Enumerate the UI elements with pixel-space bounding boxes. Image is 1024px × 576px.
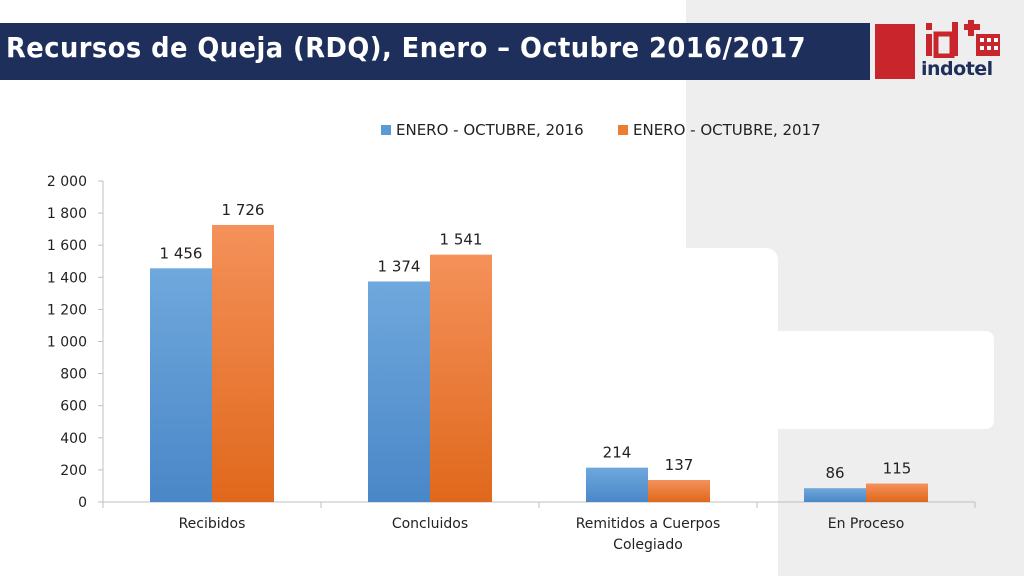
legend-swatch xyxy=(381,125,391,135)
y-tick-label: 200 xyxy=(60,463,87,479)
data-label: 1 374 xyxy=(378,257,421,275)
data-label: 1 726 xyxy=(222,201,265,219)
data-label: 214 xyxy=(603,444,632,462)
y-tick-label: 800 xyxy=(60,367,87,383)
x-category-label: Remitidos a Cuerpos Colegiado xyxy=(576,516,721,553)
bar xyxy=(368,281,430,502)
y-tick-label: 600 xyxy=(60,399,87,415)
bar xyxy=(430,254,492,502)
data-label: 137 xyxy=(665,456,694,474)
bar xyxy=(586,467,648,502)
logo-red-block xyxy=(875,24,915,79)
y-tick-label: 1 600 xyxy=(47,238,87,254)
y-tick-label: 0 xyxy=(78,495,87,511)
data-label: 1 456 xyxy=(160,244,203,262)
legend-entry: ENERO - OCTUBRE, 2016 xyxy=(396,121,584,139)
chart-legend: ENERO - OCTUBRE, 2016 ENERO - OCTUBRE, 20… xyxy=(381,121,821,139)
y-tick-label: 1 200 xyxy=(47,302,87,318)
bar xyxy=(150,268,212,502)
y-tick-label: 1 800 xyxy=(47,206,87,222)
indotel-logo-icon xyxy=(926,20,1000,58)
y-tick-label: 1 400 xyxy=(47,270,87,286)
page-title: Recursos de Queja (RDQ), Enero – Octubre… xyxy=(6,31,806,64)
bar xyxy=(866,483,928,502)
data-label: 115 xyxy=(883,460,912,478)
bar xyxy=(804,488,866,502)
x-category-label: Concluidos xyxy=(392,516,468,532)
bar xyxy=(648,480,710,502)
data-label: 1 541 xyxy=(440,231,483,249)
legend-entry: ENERO - OCTUBRE, 2017 xyxy=(633,121,821,139)
x-category-label: Recibidos xyxy=(179,516,246,532)
chart-bars: 1 456 1 726 1 374 1 541 214 137 86 115 xyxy=(150,201,928,503)
y-tick-label: 400 xyxy=(60,431,87,447)
background-box xyxy=(726,331,994,429)
y-tick-label: 2 000 xyxy=(47,174,87,190)
logo-text: indotel xyxy=(921,58,993,80)
y-tick-label: 1 000 xyxy=(47,335,87,351)
title-bar xyxy=(0,23,870,80)
legend-swatch xyxy=(618,125,628,135)
x-category-label: En Proceso xyxy=(828,516,905,532)
data-label: 86 xyxy=(825,464,844,482)
bar xyxy=(212,224,274,503)
